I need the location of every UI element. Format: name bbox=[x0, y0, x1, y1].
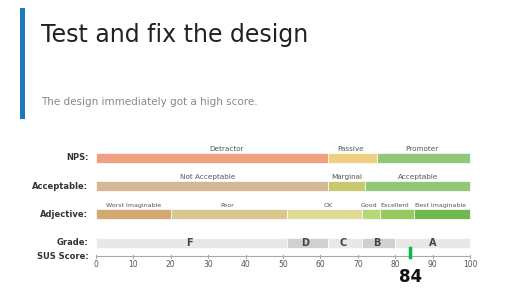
Text: Excellent: Excellent bbox=[381, 203, 410, 208]
Text: B: B bbox=[373, 238, 380, 248]
Text: 30: 30 bbox=[203, 259, 213, 268]
Bar bbox=[414, 209, 470, 219]
Bar bbox=[287, 209, 361, 219]
Text: D: D bbox=[302, 238, 309, 248]
Bar bbox=[365, 181, 470, 191]
Text: Best Imaginable: Best Imaginable bbox=[415, 203, 465, 208]
Bar bbox=[380, 209, 414, 219]
Text: 20: 20 bbox=[166, 259, 176, 268]
Text: Detractor: Detractor bbox=[209, 145, 244, 151]
Bar bbox=[361, 238, 395, 248]
Text: 0: 0 bbox=[94, 259, 98, 268]
Bar bbox=[328, 153, 376, 163]
Text: Poor: Poor bbox=[220, 203, 234, 208]
Text: The design immediately got a high score.: The design immediately got a high score. bbox=[41, 97, 258, 107]
Text: Test and fix the design: Test and fix the design bbox=[41, 23, 308, 47]
Text: 60: 60 bbox=[315, 259, 325, 268]
Text: NPS:: NPS: bbox=[66, 154, 89, 162]
Text: Not Acceptable: Not Acceptable bbox=[180, 174, 236, 180]
Bar bbox=[20, 8, 25, 119]
Text: 50: 50 bbox=[278, 259, 288, 268]
Bar bbox=[328, 181, 365, 191]
Text: Marginal: Marginal bbox=[331, 174, 362, 180]
Text: Passive: Passive bbox=[337, 145, 364, 151]
Text: Promoter: Promoter bbox=[405, 145, 438, 151]
Bar bbox=[287, 238, 328, 248]
Text: Grade:: Grade: bbox=[56, 238, 89, 247]
Text: SUS Score:: SUS Score: bbox=[37, 252, 89, 261]
Text: 80: 80 bbox=[391, 259, 400, 268]
Text: Worst Imaginable: Worst Imaginable bbox=[106, 203, 161, 208]
Text: Acceptable:: Acceptable: bbox=[32, 182, 89, 191]
Text: 70: 70 bbox=[353, 259, 362, 268]
Text: OK: OK bbox=[323, 203, 332, 208]
Bar bbox=[361, 209, 380, 219]
Bar bbox=[328, 238, 361, 248]
Bar bbox=[170, 209, 287, 219]
Text: F: F bbox=[186, 238, 193, 248]
Bar bbox=[96, 238, 287, 248]
Bar bbox=[96, 181, 328, 191]
Text: 10: 10 bbox=[129, 259, 138, 268]
Text: C: C bbox=[339, 238, 347, 248]
Bar bbox=[96, 209, 170, 219]
Text: Adjective:: Adjective: bbox=[40, 210, 89, 219]
Text: A: A bbox=[429, 238, 436, 248]
Text: 40: 40 bbox=[241, 259, 250, 268]
Text: 84: 84 bbox=[399, 268, 422, 286]
Text: Good: Good bbox=[361, 203, 377, 208]
Bar bbox=[96, 153, 328, 163]
Text: 90: 90 bbox=[428, 259, 438, 268]
Bar bbox=[395, 238, 470, 248]
Text: 100: 100 bbox=[463, 259, 477, 268]
Text: Acceptable: Acceptable bbox=[397, 174, 438, 180]
Bar bbox=[376, 153, 470, 163]
